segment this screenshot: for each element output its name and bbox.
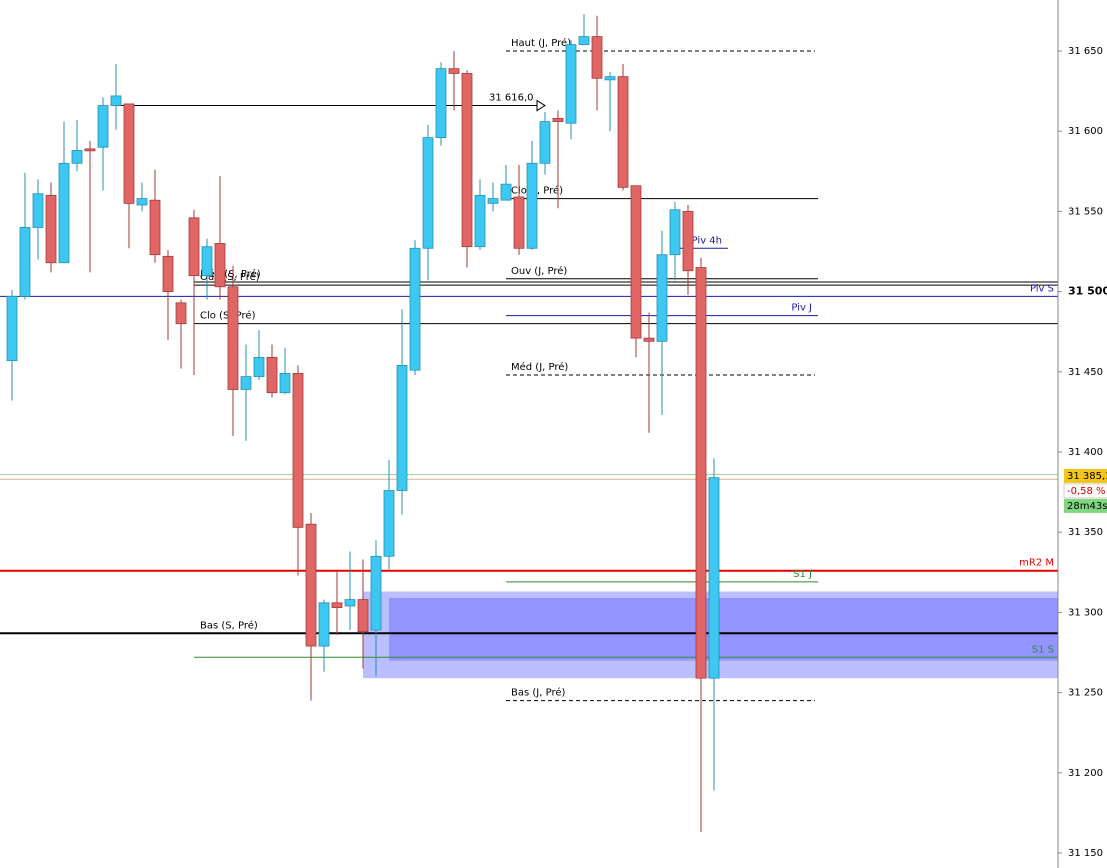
candle-body bbox=[604, 76, 616, 81]
candle-body bbox=[84, 148, 96, 152]
candle-body bbox=[331, 602, 343, 608]
last-price-label: 31 385,1 bbox=[1067, 471, 1107, 482]
change-label: -0,58 % bbox=[1067, 486, 1106, 497]
candle-body bbox=[253, 356, 265, 378]
level-label: Bas (S, Pré) bbox=[200, 619, 258, 631]
candle-body bbox=[500, 183, 512, 201]
y-tick-label: 31 350 bbox=[1068, 527, 1103, 538]
level-label: Méd (J, Pré) bbox=[511, 361, 568, 373]
candle-body bbox=[305, 523, 317, 647]
level-label: Ouv (J, Pré) bbox=[511, 265, 567, 277]
zone bbox=[389, 597, 1058, 661]
y-tick-label: 31 250 bbox=[1068, 688, 1103, 699]
level-arrow bbox=[536, 99, 546, 112]
candle-body bbox=[643, 337, 655, 342]
candle-body bbox=[578, 36, 590, 45]
y-tick-label: 31 400 bbox=[1068, 447, 1103, 458]
level-label: Haut (J, Pré) bbox=[511, 37, 571, 49]
candle-body bbox=[227, 286, 239, 390]
candle-body bbox=[123, 103, 135, 204]
candle-body bbox=[565, 44, 577, 124]
level-label: Bas (J, Pré) bbox=[511, 687, 565, 699]
y-tick-label: 31 200 bbox=[1068, 768, 1103, 779]
candle-body bbox=[591, 36, 603, 79]
candle-body bbox=[344, 599, 356, 607]
change-tag bbox=[1063, 483, 1107, 499]
candle-body bbox=[383, 490, 395, 557]
candle-body bbox=[188, 217, 200, 276]
y-tick-label: 31 650 bbox=[1068, 46, 1103, 57]
candle-body bbox=[474, 194, 486, 248]
y-tick-label: 31 600 bbox=[1068, 126, 1103, 137]
candle-body bbox=[97, 105, 109, 148]
timer-label: 28m43s bbox=[1067, 501, 1107, 512]
candle-body bbox=[6, 296, 18, 361]
candle-body bbox=[19, 227, 31, 297]
candle-body bbox=[552, 117, 564, 122]
candle-body bbox=[656, 254, 668, 342]
candle-body bbox=[214, 243, 226, 288]
y-tick-label: 31 300 bbox=[1068, 607, 1103, 618]
candle-body bbox=[58, 162, 70, 264]
candle-body bbox=[396, 364, 408, 491]
candle-body bbox=[526, 162, 538, 249]
candle-body bbox=[45, 194, 57, 264]
candle-body bbox=[201, 246, 213, 276]
candle-body bbox=[669, 209, 681, 256]
candle-body bbox=[370, 555, 382, 631]
candle-body bbox=[279, 373, 291, 394]
candle-body bbox=[136, 198, 148, 206]
level-label: Piv 4h bbox=[692, 235, 722, 246]
level-label: 31 616,0 bbox=[489, 93, 534, 104]
candle-body bbox=[695, 267, 707, 679]
candle-body bbox=[240, 376, 252, 390]
candle-body bbox=[357, 599, 369, 633]
candle-body bbox=[422, 137, 434, 249]
level-label: Piv S bbox=[1030, 283, 1054, 294]
level-label: Piv J bbox=[791, 303, 812, 314]
candle-body bbox=[292, 373, 304, 528]
candle-body bbox=[110, 95, 122, 106]
candle-body bbox=[318, 602, 330, 647]
candle-body bbox=[539, 121, 551, 164]
candle-body bbox=[149, 199, 161, 256]
y-tick-label: 31 550 bbox=[1068, 206, 1103, 217]
candle-body bbox=[435, 68, 447, 139]
candle-body bbox=[630, 185, 642, 339]
candle-body bbox=[448, 68, 460, 74]
candle-body bbox=[617, 76, 629, 188]
candle-body bbox=[513, 196, 525, 249]
level-label: S1 J bbox=[793, 569, 812, 580]
candle-body bbox=[175, 302, 187, 325]
candle-body bbox=[409, 247, 421, 371]
candle-body bbox=[682, 210, 694, 272]
y-tick-label: 31 150 bbox=[1068, 848, 1103, 859]
level-label: mR2 M bbox=[1019, 558, 1054, 569]
candle-body bbox=[708, 477, 720, 679]
y-tick-label: 31 450 bbox=[1068, 367, 1103, 378]
axis-bg bbox=[1058, 0, 1107, 868]
timer-tag bbox=[1064, 498, 1107, 513]
candle-body bbox=[266, 356, 278, 394]
level-label: S1 S bbox=[1032, 644, 1054, 655]
candle-body bbox=[487, 198, 499, 204]
candle-body bbox=[32, 193, 44, 228]
last-price-tag bbox=[1064, 468, 1107, 483]
candle-body bbox=[71, 150, 83, 164]
candle-body bbox=[461, 73, 473, 248]
y-tick-label: 31 500 bbox=[1068, 285, 1107, 298]
candle-body bbox=[162, 255, 174, 293]
